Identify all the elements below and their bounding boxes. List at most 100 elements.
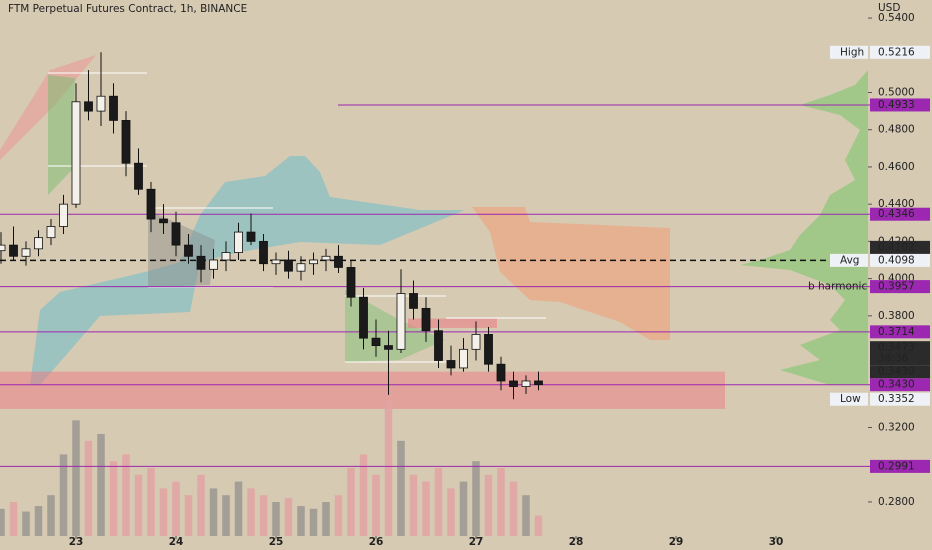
volume-bar — [0, 508, 5, 536]
y-tick-label: 0.4600 — [878, 161, 915, 173]
volume-bar — [259, 495, 268, 536]
candle-body — [121, 120, 131, 164]
volume-bar — [472, 461, 480, 536]
marker-name-box — [830, 392, 868, 406]
volume-bar — [109, 461, 118, 536]
volume-bar — [322, 502, 330, 536]
volume-bar — [359, 454, 368, 536]
volume-bar — [34, 506, 43, 536]
candle-body — [471, 334, 481, 350]
marker-value-box — [870, 45, 930, 59]
x-tick-label: 26 — [369, 536, 384, 548]
candle-body — [409, 293, 418, 309]
x-tick-label: 29 — [669, 536, 684, 548]
x-tick-label: 28 — [569, 536, 584, 548]
y-tick-label: 0.5000 — [878, 86, 915, 98]
candle-body — [359, 296, 368, 339]
candle-body — [59, 203, 68, 227]
currency-label: USD — [878, 2, 900, 14]
volume-bar — [459, 481, 468, 536]
candle-body — [421, 307, 431, 332]
marker-name: High — [840, 46, 864, 58]
candle-body — [384, 345, 393, 350]
volume-bar — [422, 481, 430, 536]
candle-body — [459, 348, 468, 369]
candle-body — [509, 380, 518, 387]
candle-body — [446, 360, 456, 369]
candle-body — [221, 252, 231, 261]
y-tick-label: 0.4800 — [878, 124, 915, 136]
candle-body — [171, 222, 181, 246]
volume-bar — [397, 440, 405, 536]
volume-bar — [134, 474, 143, 536]
plot — [0, 52, 870, 536]
volume-bar — [9, 502, 18, 536]
candle-body — [521, 380, 531, 387]
volume-bar — [184, 495, 193, 536]
x-tick-label: 27 — [469, 536, 484, 548]
volume-bar — [97, 434, 105, 536]
marker-name-box — [830, 45, 868, 59]
volume-bar — [122, 454, 130, 536]
volume-bar — [22, 511, 30, 536]
candle-body — [396, 293, 406, 350]
y-tick-label: 0.3800 — [878, 310, 915, 322]
volume-bar — [234, 481, 243, 536]
x-tick-label: 25 — [269, 536, 284, 548]
candle-body — [196, 255, 206, 270]
candle-body — [284, 259, 293, 272]
price-label-box — [870, 240, 930, 254]
volume-bar — [247, 488, 255, 536]
volume-bar — [47, 495, 55, 536]
level-label: 0.3714 — [878, 326, 915, 338]
candle-body — [134, 162, 143, 190]
volume-bar — [347, 468, 355, 536]
level-label: 0.4346 — [878, 208, 915, 220]
candle-body — [271, 259, 281, 265]
level-label: 0.3957 — [878, 281, 915, 293]
volume-bar — [72, 420, 80, 536]
volume-bar — [384, 400, 393, 536]
candle-body — [184, 244, 193, 257]
marker-value: 0.3352 — [878, 393, 915, 405]
volume-bar — [59, 454, 68, 536]
price-label: 0.4102 — [878, 241, 915, 253]
candle-body — [84, 101, 93, 112]
level-label: 0.3430 — [878, 379, 915, 391]
candle-body — [334, 255, 343, 268]
candle-body — [234, 231, 243, 253]
zone — [408, 318, 497, 328]
level-label-box — [870, 378, 930, 392]
volume-bar — [434, 468, 443, 536]
volume-bar — [222, 495, 230, 536]
zone — [0, 371, 725, 409]
candle-body — [371, 337, 381, 347]
cloud-orange — [472, 207, 670, 340]
volume-bar — [409, 474, 418, 536]
candle-body — [484, 334, 493, 365]
annotation: b harmonic — [808, 281, 867, 293]
volume-bar — [309, 508, 318, 536]
marker-value: 0.5216 — [878, 46, 915, 58]
volume-bar — [534, 515, 543, 536]
x-tick-label: 23 — [69, 536, 84, 548]
volume-bar — [209, 488, 218, 536]
candle-body — [21, 248, 31, 257]
level-label-box — [870, 325, 930, 339]
volume-bar — [197, 474, 205, 536]
candle-body — [159, 218, 168, 224]
volume-profile — [740, 70, 868, 385]
marker-name: Avg — [840, 254, 859, 266]
candle-body — [496, 363, 506, 382]
volume-bar — [334, 495, 343, 536]
candle-body — [209, 259, 218, 270]
volume-bar — [297, 506, 305, 536]
x-tick-label: 24 — [169, 536, 184, 548]
volume-bar — [522, 495, 530, 536]
marker-name-box — [830, 253, 868, 267]
candle-body — [246, 231, 256, 242]
volume-bar — [497, 468, 505, 536]
candle-body — [146, 188, 156, 220]
candle-body — [259, 240, 268, 265]
